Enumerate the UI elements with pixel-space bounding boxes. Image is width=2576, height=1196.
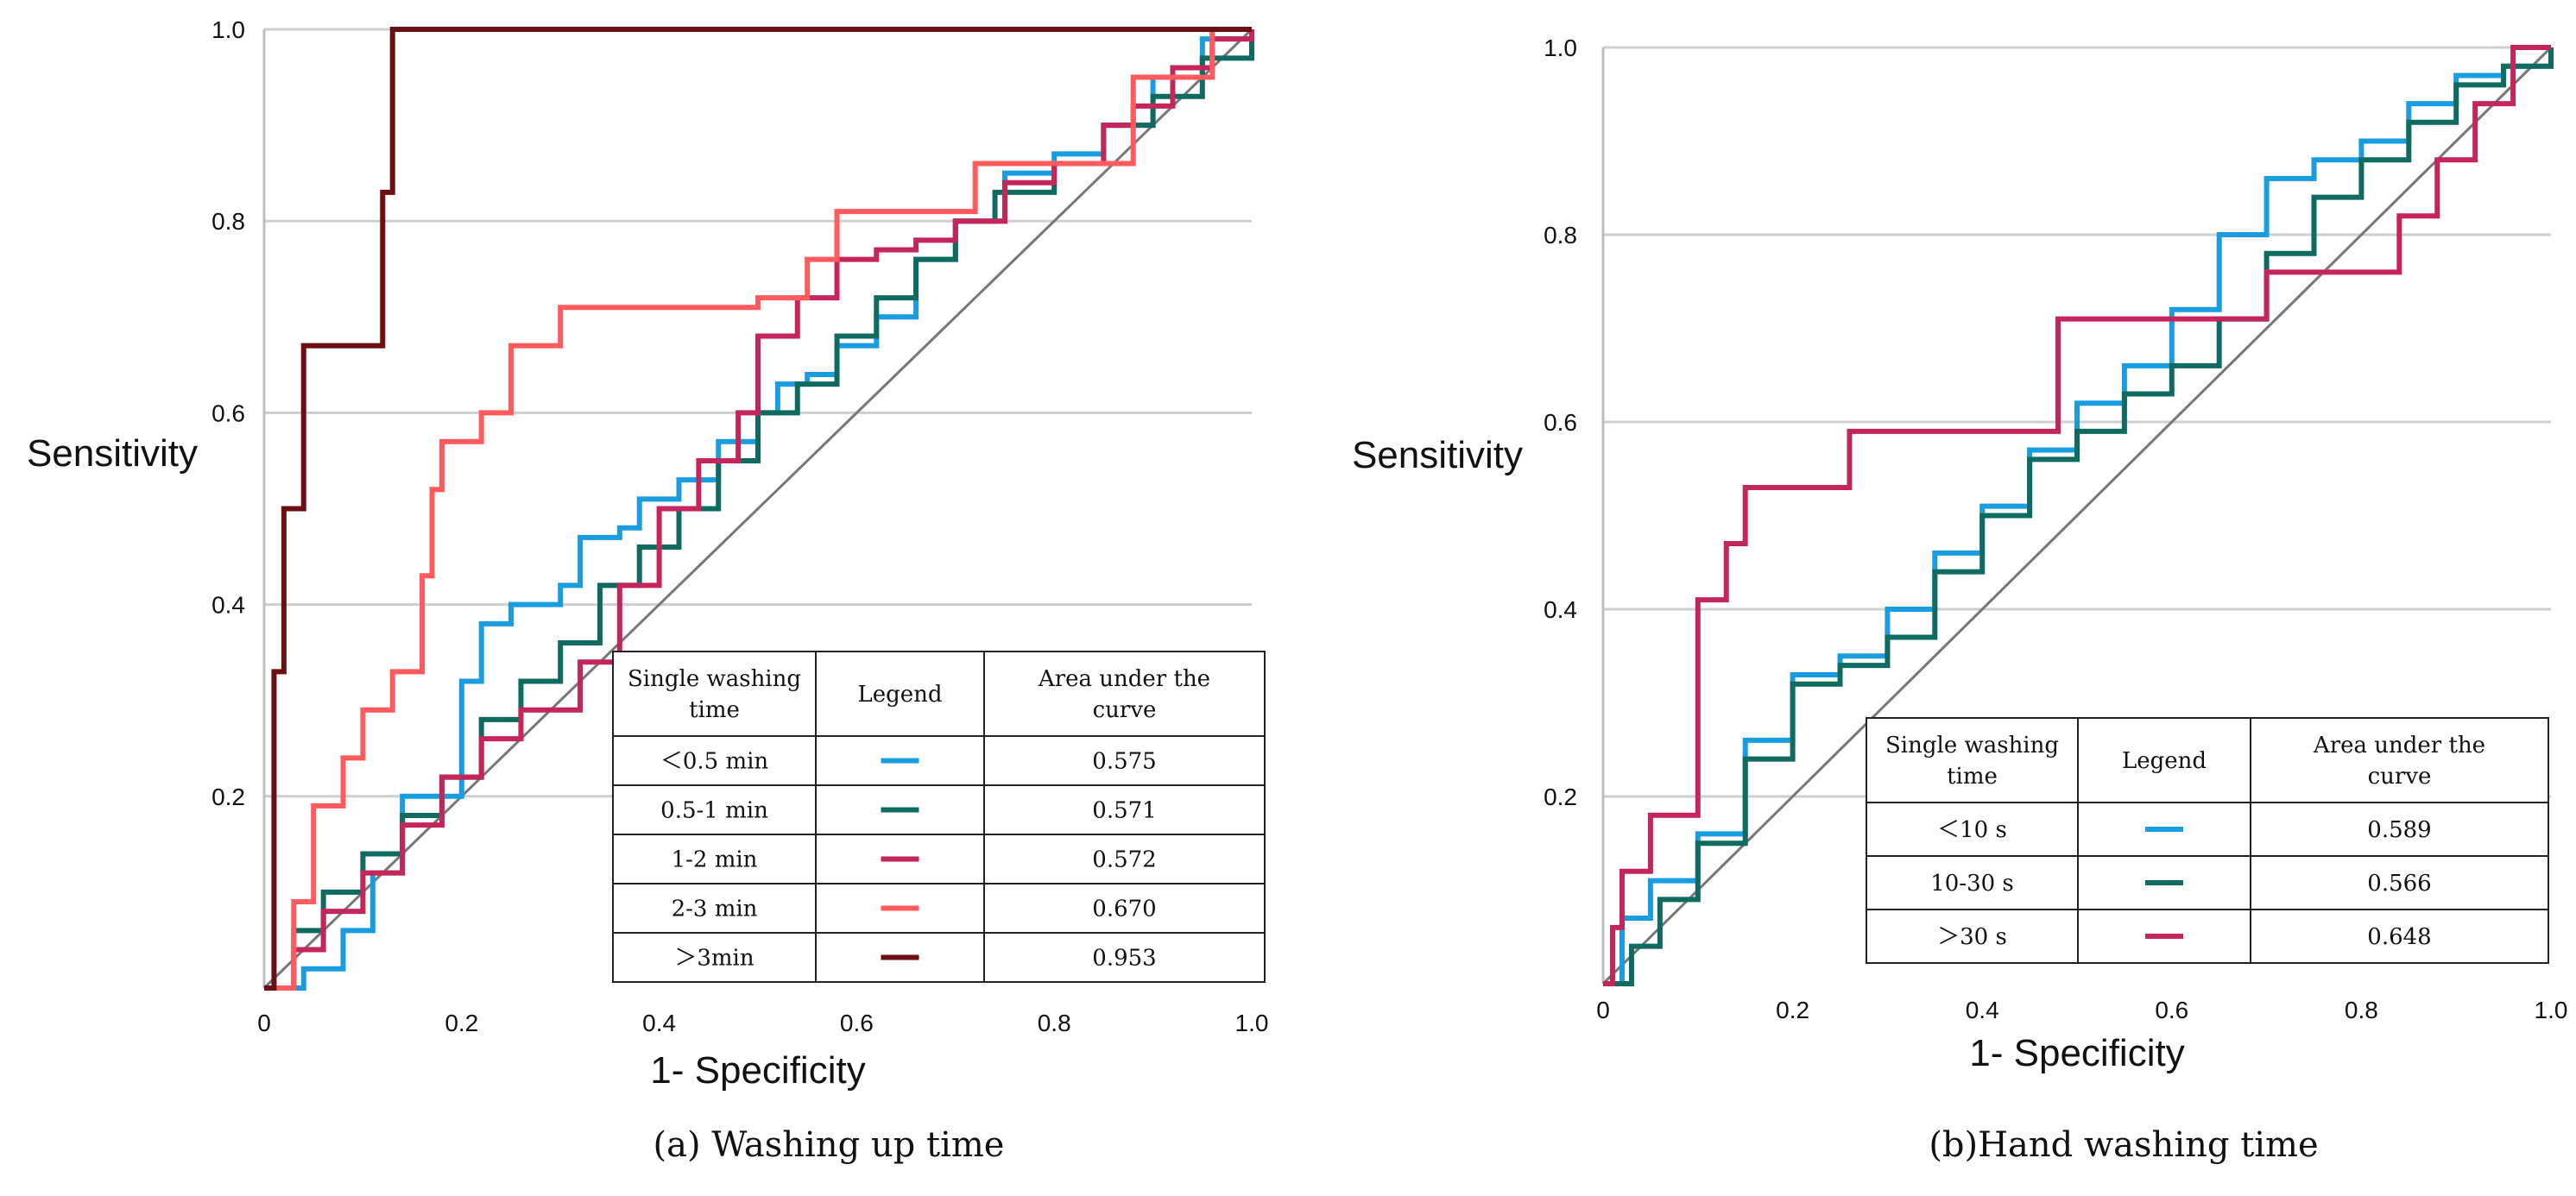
table-auc-value: 0.648 <box>2367 924 2431 950</box>
y-tick-label: 0.8 <box>212 208 245 235</box>
chart-panel-a: 0.2 0.4 0.6 0.8 1.0 0 0.2 0.4 0.6 0.8 1.0 Sensitivi… <box>27 16 1269 1165</box>
table-row-label: ＜10 s <box>1937 817 2007 843</box>
y-tick-label: 0.6 <box>1544 409 1577 436</box>
chart-panel-b: 0.2 0.4 0.6 0.8 1.0 0 0.2 0.4 0.6 0.8 1.0 Sensitivi… <box>1352 35 2568 1165</box>
y-tick-label: 0.2 <box>1544 784 1577 810</box>
table-frame <box>612 651 1266 983</box>
y-axis-label: Sensitivity <box>1352 434 1523 476</box>
x-tick-label: 0 <box>257 1010 271 1036</box>
x-tick-label: 1.0 <box>2535 997 2568 1023</box>
x-axis-label: 1- Specificity <box>650 1049 865 1092</box>
x-tick-label: 0.4 <box>642 1010 676 1036</box>
y-tick-label: 0.8 <box>1544 222 1577 249</box>
y-tick-label: 1.0 <box>212 16 245 43</box>
y-axis-label: Sensitivity <box>27 432 198 475</box>
y-tick-label: 0.4 <box>1544 596 1577 623</box>
x-tick-label: 1.0 <box>1235 1010 1269 1036</box>
y-tick-label: 0.2 <box>212 784 245 810</box>
x-tick-label: 0.6 <box>2155 997 2188 1023</box>
y-tick-label: 0.4 <box>212 592 245 619</box>
chart-caption: (a) Washing up time <box>653 1125 1005 1165</box>
x-tick-label: 0.2 <box>445 1010 478 1036</box>
reference-diagonal <box>262 28 1253 990</box>
legend-table: Single washing time Legend Area under the cu… <box>1866 717 2549 964</box>
roc-line <box>264 27 1252 991</box>
x-tick-label: 0.8 <box>1038 1010 1071 1036</box>
x-tick-label: 0.2 <box>1776 997 1809 1023</box>
table-row-label: ＞3min <box>674 946 754 972</box>
roc-line <box>1603 47 2554 986</box>
roc-line <box>264 29 1254 991</box>
table-row-label: ＜0.5 min <box>660 749 769 775</box>
table-header-cell: Single washing time <box>628 666 801 723</box>
legend-table: Single washing time Legend Area under the cu… <box>612 651 1266 983</box>
table-row-label: 2-3 min <box>672 897 758 922</box>
table-row-label: 0.5-1 min <box>660 798 768 824</box>
table-auc-value: 0.953 <box>1092 946 1156 972</box>
table-frame <box>1866 717 2549 964</box>
table-header-cell: Area under the curve <box>1038 666 1210 723</box>
x-tick-label: 0 <box>1596 997 1610 1023</box>
table-header-cell: Legend <box>2122 748 2207 774</box>
table-row-label: 10-30 s <box>1930 871 2014 897</box>
x-axis-label: 1- Specificity <box>1969 1032 2184 1074</box>
x-tick-label: 0.8 <box>2345 997 2378 1023</box>
y-tick-label: 0.6 <box>212 400 245 426</box>
table-auc-value: 0.572 <box>1092 847 1156 873</box>
table-header-cell: Legend <box>857 682 942 708</box>
table-header-cell: Area under the curve <box>2313 733 2485 790</box>
table-auc-value: 0.566 <box>2367 871 2431 897</box>
roc-line <box>1603 45 2551 986</box>
x-tick-label: 0.4 <box>1966 997 1999 1023</box>
table-row-label: 1-2 min <box>672 847 758 873</box>
reference-diagonal <box>1601 46 2553 985</box>
chart-caption: (b)Hand washing time <box>1929 1125 2318 1165</box>
table-row-label: ＞30 s <box>1937 924 2007 950</box>
table-header-cell: Single washing time <box>1885 733 2059 790</box>
roc-line <box>264 27 1252 991</box>
table-auc-value: 0.571 <box>1092 798 1156 824</box>
y-tick-label: 1.0 <box>1544 35 1577 61</box>
x-tick-label: 0.6 <box>840 1010 874 1036</box>
table-auc-value: 0.575 <box>1092 749 1156 775</box>
table-auc-value: 0.670 <box>1092 897 1156 922</box>
table-auc-value: 0.589 <box>2367 817 2431 843</box>
